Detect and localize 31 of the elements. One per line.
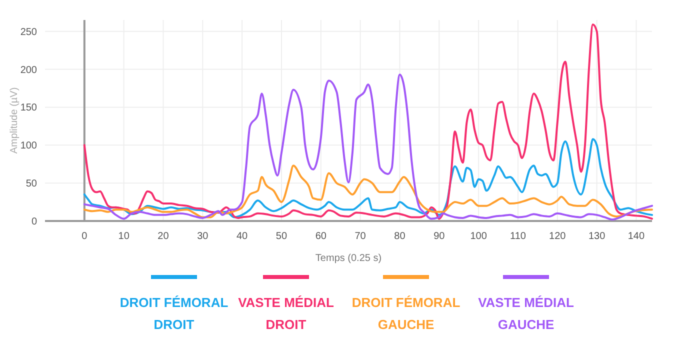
x-tick-label: 30 xyxy=(197,231,209,242)
y-tick-label: 50 xyxy=(26,178,38,190)
x-tick-label: 60 xyxy=(315,231,327,242)
x-tick-label: 80 xyxy=(394,231,406,242)
line-series xyxy=(83,24,653,220)
x-tick-label: 20 xyxy=(158,231,170,242)
line-series xyxy=(83,74,653,220)
x-tick-label: 110 xyxy=(510,231,526,242)
x-tick-label: 70 xyxy=(354,231,366,242)
y-tick-label: 0 xyxy=(31,216,38,228)
y-tick-label: 200 xyxy=(20,64,38,76)
line-series xyxy=(83,138,653,218)
x-tick-label: 50 xyxy=(276,231,288,242)
x-tick-label: 0 xyxy=(82,231,88,242)
x-tick-label: 90 xyxy=(434,231,446,242)
y-tick-label: 100 xyxy=(20,140,38,152)
x-tick-label: 10 xyxy=(118,231,130,242)
x-tick-label: 140 xyxy=(628,231,646,242)
y-axis-title: Amplitude (µV) xyxy=(9,87,20,154)
x-tick-label: 40 xyxy=(236,231,248,242)
x-tick-label: 100 xyxy=(470,231,488,242)
text: DROIT FÉMORAL DROIT xyxy=(120,295,228,332)
text: VASTE MÉDIAL GAUCHE xyxy=(478,295,574,332)
y-tick-label: 150 xyxy=(20,102,38,114)
x-tick-label: 120 xyxy=(549,231,566,242)
y-tick-label: 250 xyxy=(20,26,38,38)
text: VASTE MÉDIAL DROIT xyxy=(238,295,334,332)
line-series xyxy=(83,164,653,218)
text: DROIT FÉMORAL GAUCHE xyxy=(352,295,460,332)
x-tick-label: 130 xyxy=(588,231,606,242)
x-axis-title: Temps (0.25 s) xyxy=(315,253,382,264)
